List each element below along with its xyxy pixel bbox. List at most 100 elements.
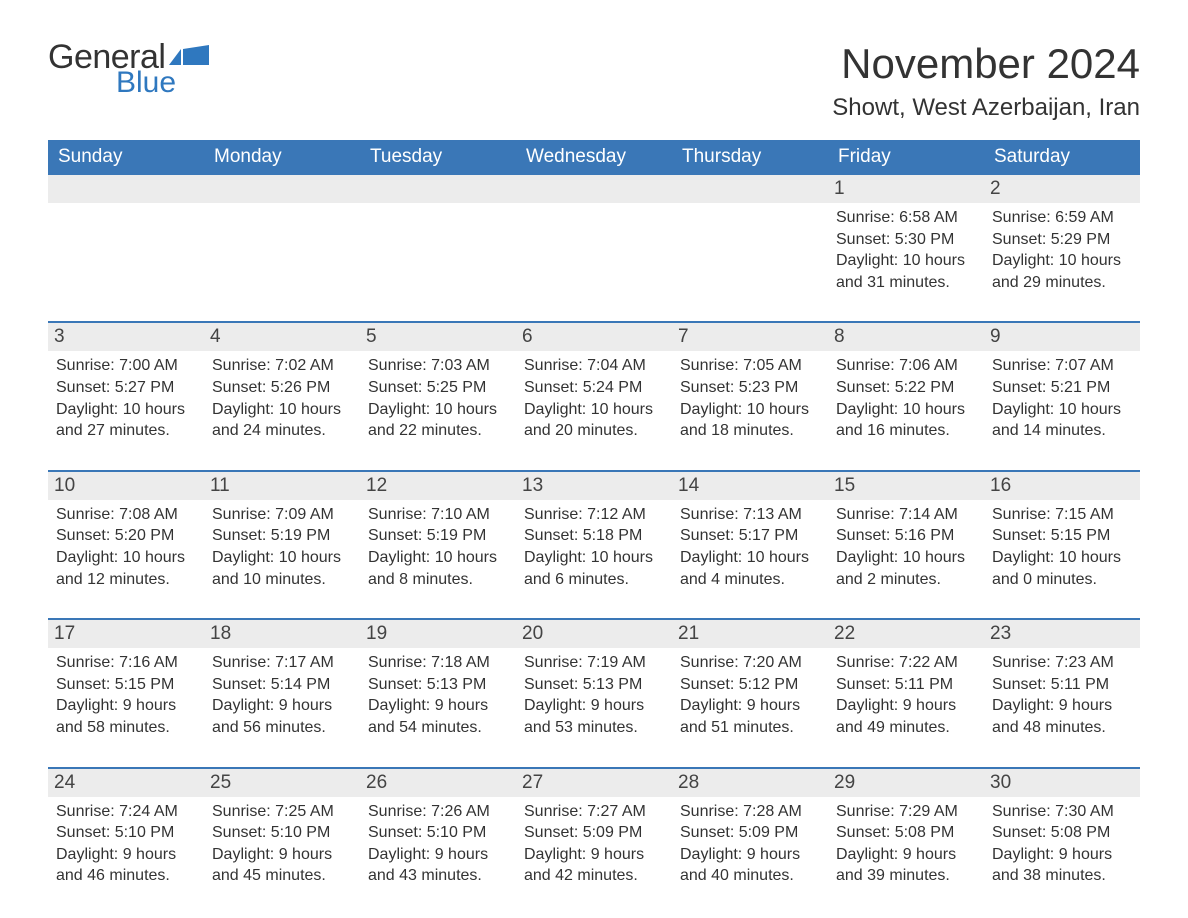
day-details: Sunrise: 7:23 AMSunset: 5:11 PMDaylight:… (992, 652, 1132, 738)
day-cell: 4Sunrise: 7:02 AMSunset: 5:26 PMDaylight… (204, 323, 360, 453)
day-details: Sunrise: 7:18 AMSunset: 5:13 PMDaylight:… (368, 652, 508, 738)
day-details: Sunrise: 7:26 AMSunset: 5:10 PMDaylight:… (368, 801, 508, 887)
day-cell: 6Sunrise: 7:04 AMSunset: 5:24 PMDaylight… (516, 323, 672, 453)
sunset-text: Sunset: 5:27 PM (56, 377, 196, 399)
day-number: 12 (360, 472, 516, 500)
dow-cell: Monday (204, 140, 360, 175)
daylight-text: Daylight: 9 hours and 49 minutes. (836, 695, 976, 738)
day-cell: 23 Sunrise: 7:23 AMSunset: 5:11 PMDayligh… (984, 620, 1140, 750)
day-cell: 5Sunrise: 7:03 AMSunset: 5:25 PMDaylight… (360, 323, 516, 453)
sunrise-text: Sunrise: 7:07 AM (992, 355, 1132, 377)
sunset-text: Sunset: 5:21 PM (992, 377, 1132, 399)
daylight-text: Daylight: 9 hours and 48 minutes. (992, 695, 1132, 738)
day-cell: 25Sunrise: 7:25 AMSunset: 5:10 PMDayligh… (204, 769, 360, 899)
day-number: 7 (672, 323, 828, 351)
sunset-text: Sunset: 5:10 PM (212, 822, 352, 844)
day-cell: 10Sunrise: 7:08 AMSunset: 5:20 PMDayligh… (48, 472, 204, 602)
day-details: Sunrise: 7:19 AMSunset: 5:13 PMDaylight:… (524, 652, 664, 738)
daylight-text: Daylight: 10 hours and 16 minutes. (836, 399, 976, 442)
day-number: 20 (516, 620, 672, 648)
day-number (204, 175, 360, 203)
day-details: Sunrise: 7:25 AMSunset: 5:10 PMDaylight:… (212, 801, 352, 887)
day-details: Sunrise: 7:08 AMSunset: 5:20 PMDaylight:… (56, 504, 196, 590)
dow-cell: Saturday (984, 140, 1140, 175)
day-number (48, 175, 204, 203)
sunrise-text: Sunrise: 7:14 AM (836, 504, 976, 526)
day-details: Sunrise: 7:00 AMSunset: 5:27 PMDaylight:… (56, 355, 196, 441)
day-number: 5 (360, 323, 516, 351)
day-details: Sunrise: 7:14 AMSunset: 5:16 PMDaylight:… (836, 504, 976, 590)
day-number: 23 (984, 620, 1140, 648)
day-number: 4 (204, 323, 360, 351)
daylight-text: Daylight: 9 hours and 53 minutes. (524, 695, 664, 738)
daylight-text: Daylight: 9 hours and 42 minutes. (524, 844, 664, 887)
day-details: Sunrise: 7:10 AMSunset: 5:19 PMDaylight:… (368, 504, 508, 590)
day-number (360, 175, 516, 203)
day-details: Sunrise: 7:15 AMSunset: 5:15 PMDaylight:… (992, 504, 1132, 590)
day-cell: 20 Sunrise: 7:19 AMSunset: 5:13 PMDayligh… (516, 620, 672, 750)
weeks-container: 1Sunrise: 6:58 AMSunset: 5:30 PMDaylight… (48, 175, 1140, 899)
day-details: Sunrise: 7:20 AMSunset: 5:12 PMDaylight:… (680, 652, 820, 738)
day-number: 21 (672, 620, 828, 648)
dow-cell: Tuesday (360, 140, 516, 175)
sunset-text: Sunset: 5:26 PM (212, 377, 352, 399)
sunrise-text: Sunrise: 7:05 AM (680, 355, 820, 377)
day-number: 17 (48, 620, 204, 648)
daylight-text: Daylight: 10 hours and 0 minutes. (992, 547, 1132, 590)
sunset-text: Sunset: 5:10 PM (368, 822, 508, 844)
sunrise-text: Sunrise: 6:59 AM (992, 207, 1132, 229)
day-cell: 27Sunrise: 7:27 AMSunset: 5:09 PMDayligh… (516, 769, 672, 899)
daylight-text: Daylight: 10 hours and 29 minutes. (992, 250, 1132, 293)
daylight-text: Daylight: 9 hours and 38 minutes. (992, 844, 1132, 887)
day-details: Sunrise: 7:24 AMSunset: 5:10 PMDaylight:… (56, 801, 196, 887)
day-cell (48, 175, 204, 305)
sunrise-text: Sunrise: 7:22 AM (836, 652, 976, 674)
day-number: 14 (672, 472, 828, 500)
day-number: 29 (828, 769, 984, 797)
day-number: 11 (204, 472, 360, 500)
day-number: 22 (828, 620, 984, 648)
sunset-text: Sunset: 5:25 PM (368, 377, 508, 399)
day-number: 26 (360, 769, 516, 797)
day-number: 30 (984, 769, 1140, 797)
sunrise-text: Sunrise: 7:09 AM (212, 504, 352, 526)
daylight-text: Daylight: 10 hours and 20 minutes. (524, 399, 664, 442)
day-details: Sunrise: 7:09 AMSunset: 5:19 PMDaylight:… (212, 504, 352, 590)
sunset-text: Sunset: 5:20 PM (56, 525, 196, 547)
day-number: 16 (984, 472, 1140, 500)
sunrise-text: Sunrise: 7:26 AM (368, 801, 508, 823)
sunset-text: Sunset: 5:19 PM (368, 525, 508, 547)
week-row: 1Sunrise: 6:58 AMSunset: 5:30 PMDaylight… (48, 175, 1140, 305)
sunrise-text: Sunrise: 7:23 AM (992, 652, 1132, 674)
daylight-text: Daylight: 9 hours and 46 minutes. (56, 844, 196, 887)
month-title: November 2024 (832, 40, 1140, 88)
sunset-text: Sunset: 5:10 PM (56, 822, 196, 844)
sunset-text: Sunset: 5:12 PM (680, 674, 820, 696)
day-number (516, 175, 672, 203)
sunrise-text: Sunrise: 7:15 AM (992, 504, 1132, 526)
day-details: Sunrise: 7:28 AMSunset: 5:09 PMDaylight:… (680, 801, 820, 887)
sunset-text: Sunset: 5:29 PM (992, 229, 1132, 251)
day-cell: 11 Sunrise: 7:09 AMSunset: 5:19 PMDayligh… (204, 472, 360, 602)
sunrise-text: Sunrise: 7:25 AM (212, 801, 352, 823)
sunrise-text: Sunrise: 7:18 AM (368, 652, 508, 674)
day-details: Sunrise: 7:04 AMSunset: 5:24 PMDaylight:… (524, 355, 664, 441)
dow-cell: Wednesday (516, 140, 672, 175)
sunset-text: Sunset: 5:11 PM (992, 674, 1132, 696)
sunset-text: Sunset: 5:14 PM (212, 674, 352, 696)
day-cell (204, 175, 360, 305)
daylight-text: Daylight: 9 hours and 39 minutes. (836, 844, 976, 887)
day-of-week-header: SundayMondayTuesdayWednesdayThursdayFrid… (48, 140, 1140, 175)
day-cell: 15Sunrise: 7:14 AMSunset: 5:16 PMDayligh… (828, 472, 984, 602)
day-cell: 26 Sunrise: 7:26 AMSunset: 5:10 PMDayligh… (360, 769, 516, 899)
week-row: 3Sunrise: 7:00 AMSunset: 5:27 PMDaylight… (48, 321, 1140, 453)
day-cell: 1Sunrise: 6:58 AMSunset: 5:30 PMDaylight… (828, 175, 984, 305)
day-number: 2 (984, 175, 1140, 203)
daylight-text: Daylight: 9 hours and 54 minutes. (368, 695, 508, 738)
day-cell (360, 175, 516, 305)
sunrise-text: Sunrise: 7:00 AM (56, 355, 196, 377)
daylight-text: Daylight: 10 hours and 14 minutes. (992, 399, 1132, 442)
sunrise-text: Sunrise: 7:13 AM (680, 504, 820, 526)
day-details: Sunrise: 7:27 AMSunset: 5:09 PMDaylight:… (524, 801, 664, 887)
sunset-text: Sunset: 5:23 PM (680, 377, 820, 399)
